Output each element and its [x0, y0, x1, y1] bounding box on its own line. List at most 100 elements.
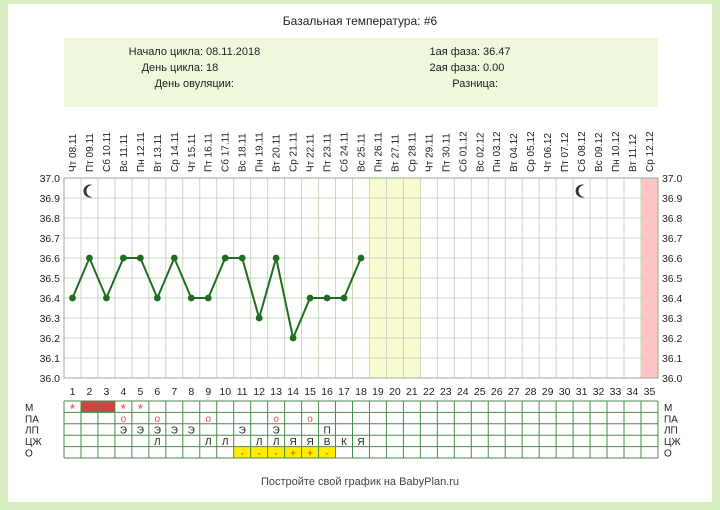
temperature-point — [204, 294, 212, 302]
date-label: Вс 09.12 — [594, 132, 605, 172]
row-cell-text: Я — [289, 437, 296, 448]
row-cell-text: П — [323, 426, 330, 437]
y-tick-label-right: 36.6 — [662, 253, 683, 265]
day-number-label: 26 — [491, 386, 503, 398]
temperature-point — [272, 254, 280, 262]
date-label: Пн 19.11 — [255, 132, 266, 172]
footer-text: Постройте свой график на BabyPlan.ru — [261, 476, 459, 488]
y-tick-label-right: 36.2 — [662, 333, 683, 345]
day-number-label: 22 — [423, 386, 435, 398]
y-tick-label-left: 36.0 — [40, 373, 61, 385]
day-number-label: 28 — [525, 386, 537, 398]
date-label: Пн 10.12 — [611, 131, 622, 172]
row-cell-text: Э — [239, 426, 246, 437]
temperature-point — [221, 254, 229, 262]
date-label: Вт 11.12 — [628, 134, 639, 172]
row-cell-text: Л — [222, 437, 229, 448]
y-tick-label-left: 36.7 — [40, 233, 61, 245]
date-label: Ср 21.11 — [289, 132, 300, 172]
day-number-label: 1 — [70, 386, 76, 398]
ovulation-test-cell — [267, 446, 285, 458]
date-label: Ср 05.12 — [526, 131, 537, 172]
temperature-point — [255, 314, 263, 322]
row-cell-text: В — [324, 437, 331, 448]
day-number-label: 17 — [338, 386, 350, 398]
date-label: Вт 13.11 — [153, 134, 164, 172]
y-tick-label-left: 36.9 — [40, 193, 61, 205]
date-label: Пт 30.11 — [441, 133, 452, 172]
date-label: Сб 01.12 — [457, 131, 469, 172]
menses-mark: * — [70, 400, 76, 416]
intercourse-mark: o — [307, 414, 313, 425]
day-number-label: 21 — [406, 386, 418, 398]
row-cell-text: Э — [154, 426, 161, 437]
day-number-label: 5 — [137, 386, 143, 398]
phase2-label: 2ая фаза: — [429, 62, 480, 74]
temperature-point — [238, 254, 246, 262]
date-label: Пт 07.12 — [560, 132, 571, 172]
day-number-label: 27 — [508, 386, 520, 398]
date-label: Чт 08.11 — [68, 133, 79, 172]
date-label: Ср 14.11 — [170, 132, 181, 172]
date-label: Сб 10.11 — [101, 132, 113, 172]
date-label: Чт 06.12 — [543, 133, 554, 172]
day-number-label: 34 — [627, 386, 639, 398]
menses-cell — [80, 401, 98, 413]
y-tick-label-right: 36.1 — [662, 353, 683, 365]
date-label: Чт 22.11 — [306, 133, 317, 172]
y-tick-label-right: 36.5 — [662, 273, 683, 285]
y-tick-label-left: 37.0 — [40, 173, 61, 185]
cycle-start-value: 08.11.2018 — [206, 46, 260, 58]
day-number-label: 2 — [87, 386, 93, 398]
day-number-label: 24 — [457, 386, 469, 398]
day-number-label: 4 — [120, 386, 126, 398]
row-label-right: ЛП — [664, 426, 678, 437]
ovulation-test-cell — [284, 446, 302, 458]
day-number-label: 7 — [171, 386, 177, 398]
temperature-point — [170, 254, 178, 262]
date-label: Вт 20.11 — [272, 134, 283, 172]
y-tick-label-right: 36.7 — [662, 233, 683, 245]
day-number-label: 10 — [219, 386, 231, 398]
row-cell-text: Я — [306, 437, 313, 448]
chart-title: Базальная температура: #6 — [283, 14, 438, 28]
y-tick-label-left: 36.8 — [40, 213, 61, 225]
menses-mark: * — [121, 400, 127, 416]
intercourse-mark: o — [205, 414, 211, 425]
temperature-point — [69, 294, 76, 302]
date-label: Сб 24.11 — [339, 132, 351, 172]
ovulation-test-cell — [318, 446, 336, 458]
day-number-label: 18 — [355, 386, 367, 398]
ovulation-test-mark: + — [307, 449, 313, 460]
y-tick-label-right: 36.8 — [662, 213, 683, 225]
date-label: Пт 09.11 — [85, 133, 96, 172]
y-tick-label-left: 36.2 — [40, 333, 61, 345]
ovulation-test-mark: - — [241, 449, 244, 460]
date-label: Пн 03.12 — [492, 131, 503, 172]
bbt-chart: Базальная температура: #6 Начало цикла: … — [25, 14, 683, 488]
day-number-label: 20 — [389, 386, 401, 398]
ovulation-test-cell — [301, 446, 319, 458]
y-tick-label-right: 37.0 — [662, 173, 683, 185]
day-number-label: 14 — [287, 386, 299, 398]
day-number-label: 29 — [542, 386, 554, 398]
chart-frame: Базальная температура: #6 Начало цикла: … — [8, 4, 712, 502]
row-label-left: ЛП — [25, 426, 39, 437]
ovulation-test-cell — [233, 446, 251, 458]
day-number-label: 19 — [372, 386, 384, 398]
info-panel — [64, 38, 658, 107]
day-number-label: 32 — [593, 386, 605, 398]
ovulation-test-mark: - — [257, 449, 260, 460]
difference-label: Разница: — [452, 78, 498, 90]
y-tick-label-right: 36.4 — [662, 293, 683, 305]
day-number-label: 31 — [576, 386, 588, 398]
day-number-label: 35 — [644, 386, 656, 398]
row-label-right: ПА — [664, 414, 678, 425]
phase2-value: 0.00 — [483, 62, 504, 74]
date-label: Вс 02.12 — [475, 132, 486, 172]
day-number-label: 25 — [474, 386, 486, 398]
date-label: Вс 25.11 — [356, 133, 367, 172]
date-label: Чт 29.11 — [424, 133, 435, 172]
date-label: Сб 08.12 — [576, 131, 588, 172]
temperature-point — [357, 254, 365, 262]
